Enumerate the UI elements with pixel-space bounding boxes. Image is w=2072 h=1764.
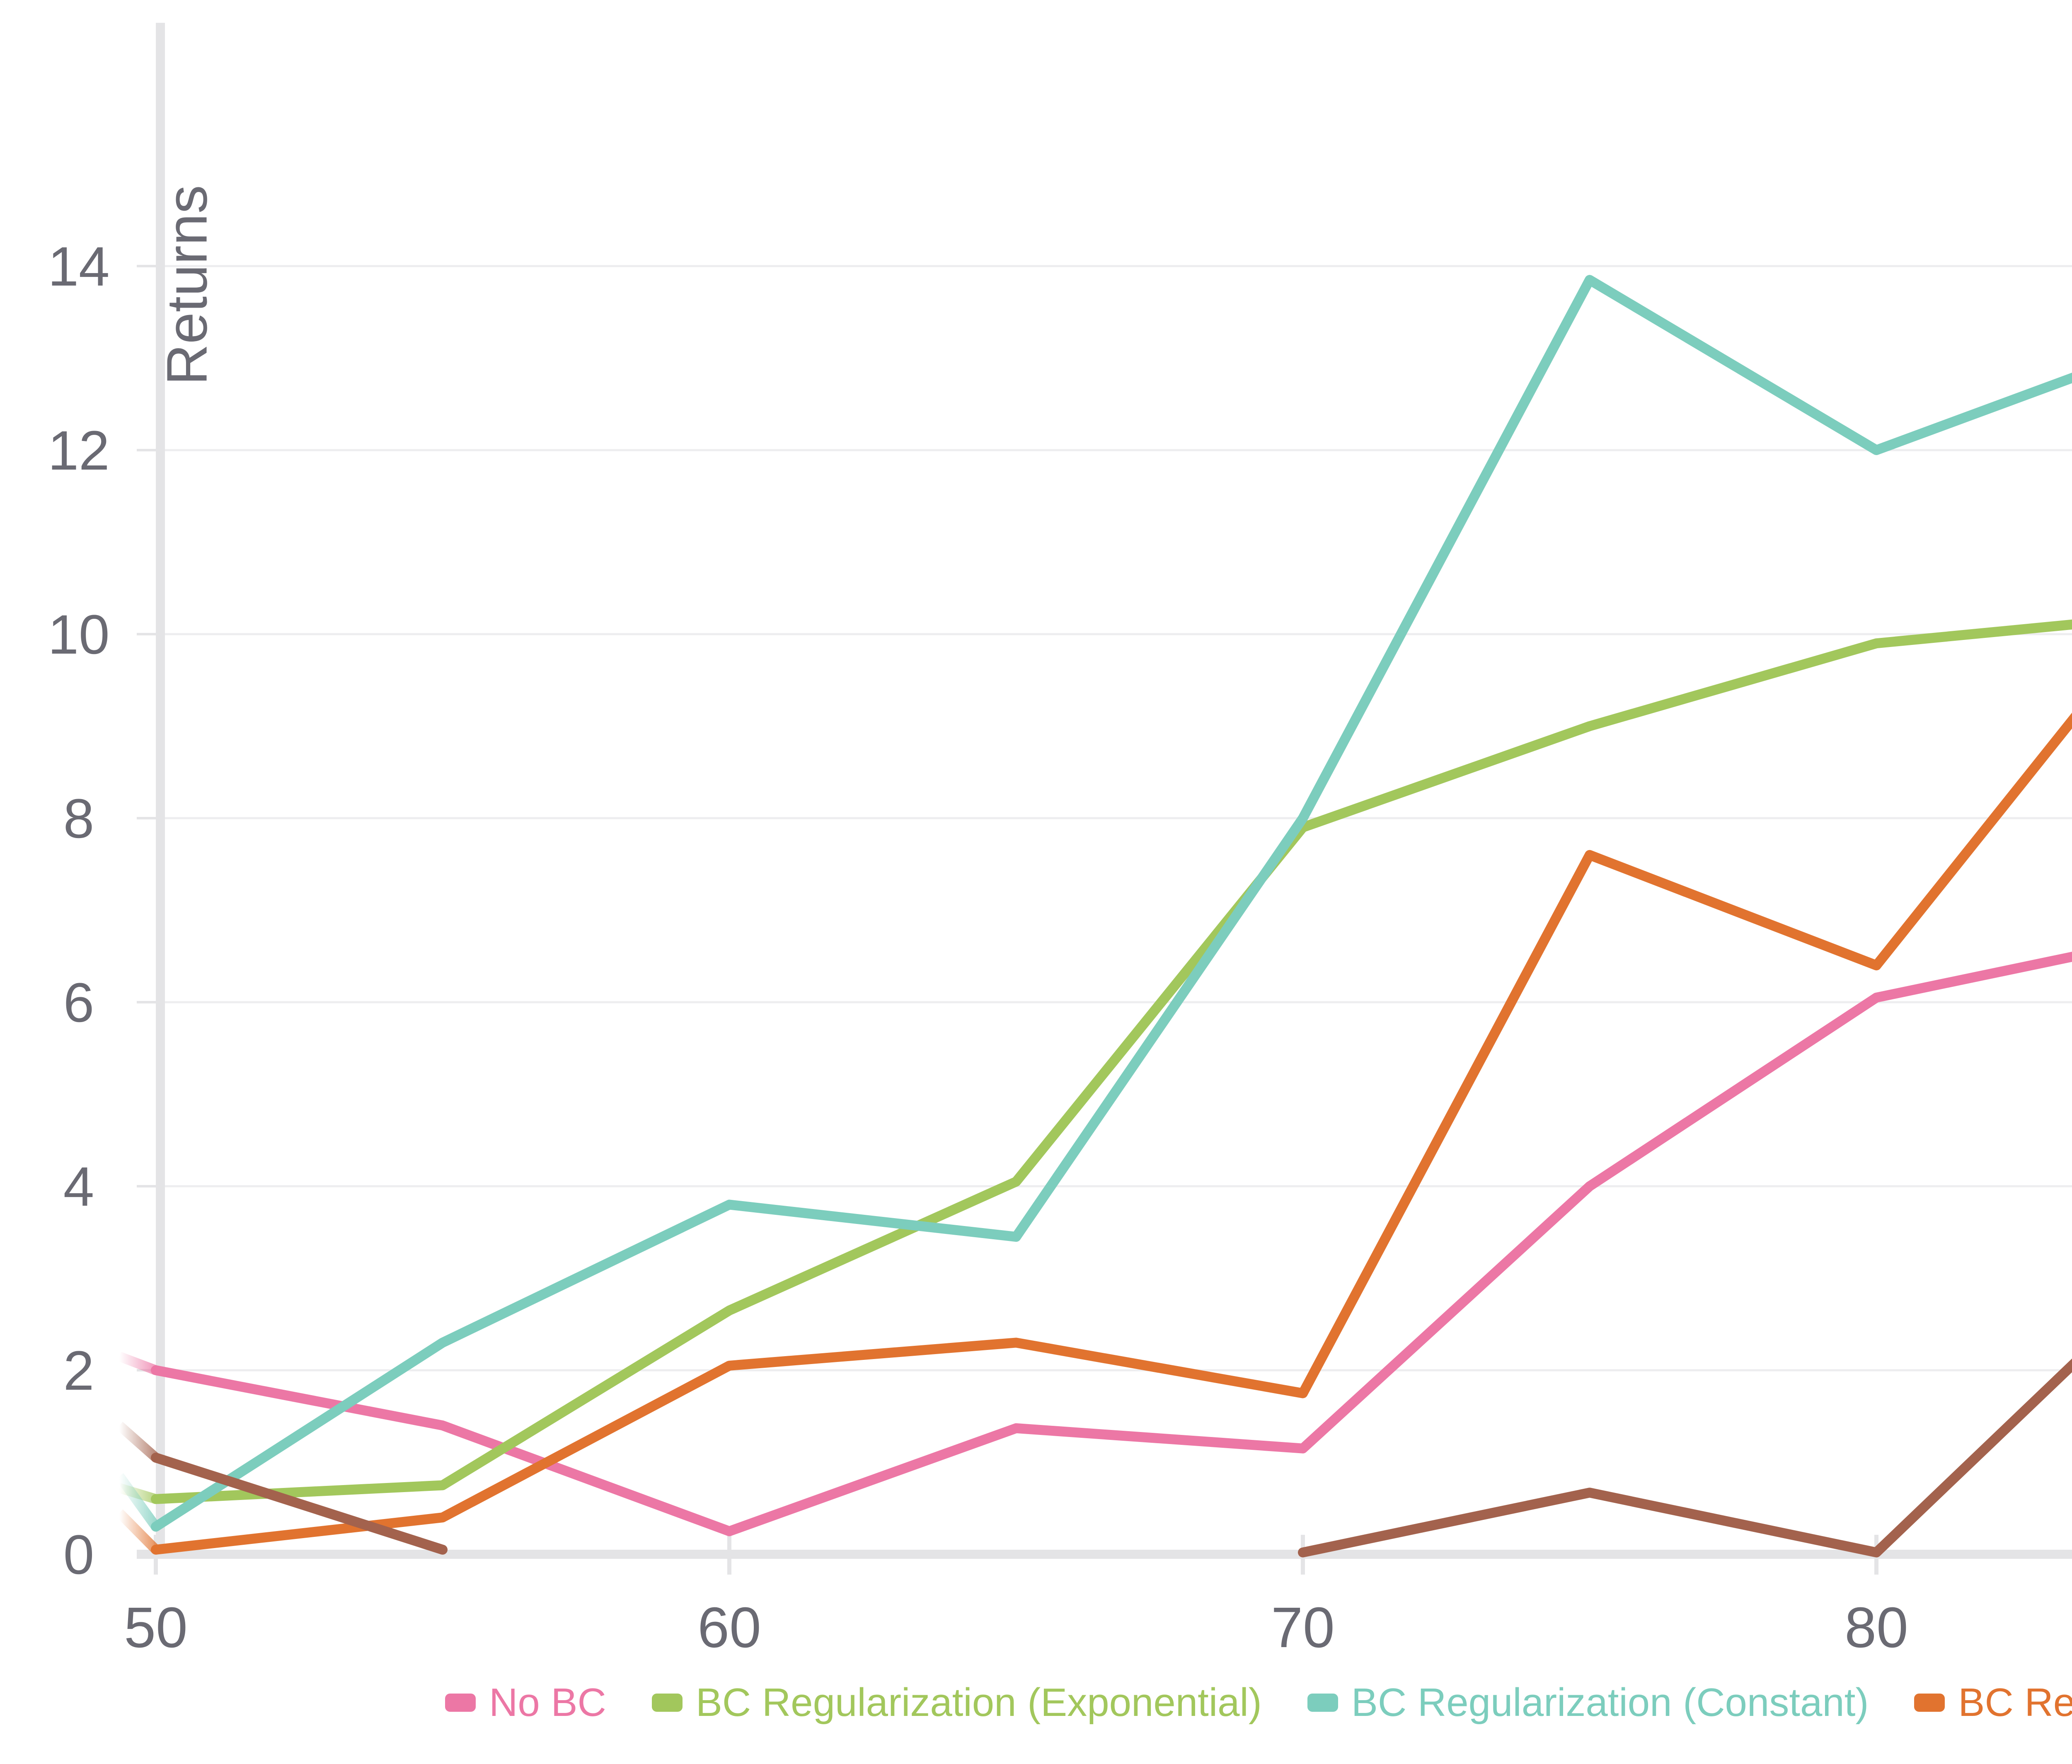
series-line-bc-regularization-exponential xyxy=(151,619,2072,1504)
legend-label: BC Regularization (Cos) xyxy=(1958,1680,2072,1725)
x-tick-label-70: 70 xyxy=(1271,1596,1335,1660)
series-line-naive-bc xyxy=(151,1452,448,1555)
series-fade-bc-regularization-constant xyxy=(115,1473,160,1530)
x-axis-title: epoch xyxy=(0,1490,2072,1549)
legend-item-bc-regularization-cos[interactable]: BC Regularization (Cos) xyxy=(1914,1680,2072,1725)
x-tick-label-60: 60 xyxy=(697,1596,761,1660)
series-line-bc-regularization-constant xyxy=(151,275,2072,1532)
series-line-bc-regularization-cos xyxy=(151,712,2072,1555)
legend-item-bc-regularization-exponential[interactable]: BC Regularization (Exponential) xyxy=(651,1680,1262,1725)
series-line-no-bc xyxy=(151,952,2072,1536)
legend-item-bc-regularization-constant[interactable]: BC Regularization (Constant) xyxy=(1307,1680,1869,1725)
y-tick-label-10: 10 xyxy=(48,604,109,666)
x-axis-line xyxy=(137,1550,2072,1559)
y-tick-label-8: 8 xyxy=(63,788,94,850)
series-fade-no-bc xyxy=(117,1352,158,1375)
legend: No BC BC Regularization (Exponential) BC… xyxy=(0,1670,2072,1736)
legend-swatch-bc-regularization-constant xyxy=(1307,1694,1338,1712)
legend-item-no-bc[interactable]: No BC xyxy=(445,1680,606,1725)
series-fade-naive-bc xyxy=(116,1422,159,1461)
y-tick-label-2: 2 xyxy=(63,1340,94,1402)
y-tick-label-12: 12 xyxy=(48,420,109,482)
y-tick-label-6: 6 xyxy=(63,972,94,1034)
legend-swatch-no-bc xyxy=(445,1694,476,1712)
y-axis-title: Returns xyxy=(155,185,219,385)
legend-label: BC Regularization (Constant) xyxy=(1351,1680,1869,1725)
legend-label: No BC xyxy=(489,1680,606,1725)
y-tick-label-0: 0 xyxy=(63,1524,94,1586)
series-fade-bc-regularization-cos xyxy=(116,1509,160,1553)
y-tick-label-4: 4 xyxy=(63,1156,94,1218)
legend-swatch-bc-regularization-cos xyxy=(1914,1694,1945,1712)
legend-label: BC Regularization (Exponential) xyxy=(695,1680,1262,1725)
y-tick-label-14: 14 xyxy=(48,236,109,298)
x-tick-label-50: 50 xyxy=(124,1596,188,1660)
series-line-naive-bc-part2 xyxy=(1298,1358,2072,1558)
legend-swatch-bc-regularization-exponential xyxy=(651,1694,683,1712)
y-axis-line xyxy=(156,23,165,1559)
x-tick-label-80: 80 xyxy=(1844,1596,1908,1660)
